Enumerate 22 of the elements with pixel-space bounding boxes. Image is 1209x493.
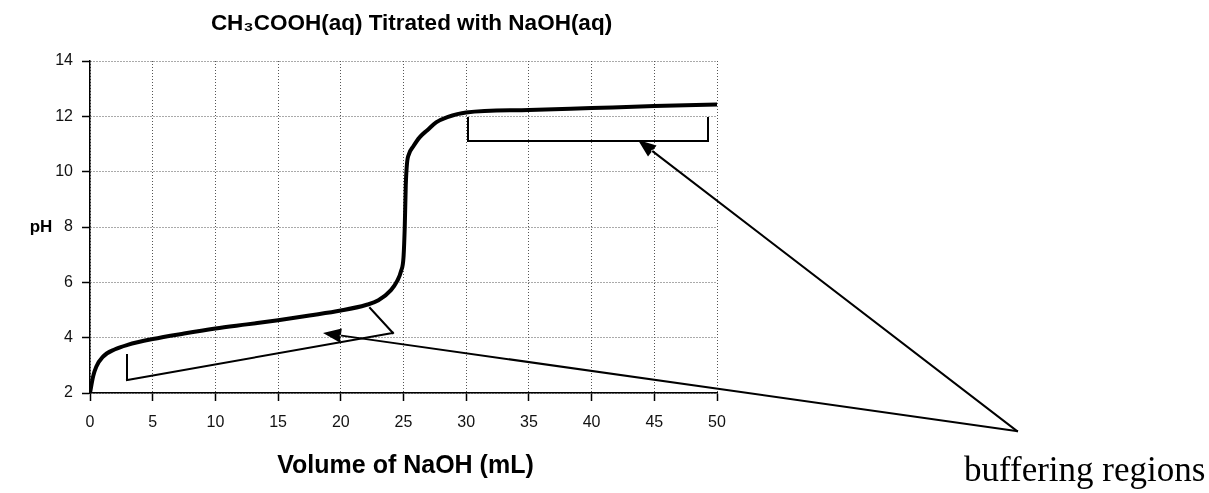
- x-tick-label: 20: [331, 413, 350, 431]
- x-tick-label: 45: [645, 413, 664, 431]
- x-tick-label: 50: [708, 413, 726, 431]
- y-axis-title: pH: [29, 216, 53, 236]
- x-tick-label: 30: [457, 413, 476, 431]
- y-tick-label: 8: [64, 217, 74, 235]
- x-tick-label: 0: [85, 413, 95, 431]
- text: buffering regions: [964, 450, 1206, 490]
- y-tick-label: 10: [55, 162, 74, 180]
- x-tick-label: 15: [269, 413, 288, 431]
- x-tick-label: 40: [582, 413, 601, 431]
- x-tick-label: 25: [394, 413, 413, 431]
- y-tick-label: 2: [64, 383, 74, 401]
- x-tick-label: 10: [206, 413, 225, 431]
- x-axis-title: Volume of NaOH (mL): [277, 449, 534, 478]
- x-tick-label: 5: [148, 413, 158, 431]
- y-tick-label: 6: [64, 272, 74, 290]
- y-tick-label: 12: [55, 106, 74, 124]
- chart-title: CH₃COOH(aq) Titrated with NaOH(aq): [210, 10, 613, 36]
- x-tick-label: 35: [520, 413, 538, 431]
- y-tick-label: 14: [55, 51, 74, 69]
- y-tick-label: 4: [64, 328, 74, 346]
